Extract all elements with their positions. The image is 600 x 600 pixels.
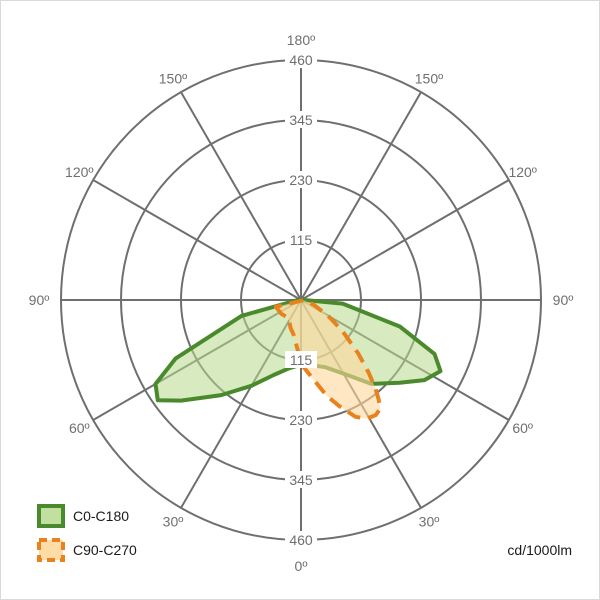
- grid-spoke-120: [300, 179, 510, 301]
- angle-label-right-120: 120º: [508, 164, 536, 180]
- axis-labels: 115 115 230 230 345 345 460 460 180º 150º 150º 120º…: [29, 32, 574, 574]
- radial-label-bg: [285, 411, 317, 428]
- angle-label-left-150: 150º: [159, 70, 187, 86]
- legend-swatch-c90-c270: [37, 538, 65, 562]
- legend-swatch-c0-c180: [37, 504, 65, 528]
- radial-tick-label-top-115: 115: [290, 232, 313, 248]
- radial-tick-label-bottom-460: 460: [289, 532, 313, 548]
- radial-label-bg: [285, 231, 317, 248]
- angle-label-top-180: 180º: [287, 32, 315, 48]
- angle-label-right-60: 60º: [512, 420, 533, 436]
- radial-tick-label-bottom-345: 345: [289, 472, 313, 488]
- radial-label-bg: [285, 351, 317, 368]
- angle-label-right-90: 90º: [553, 292, 574, 308]
- legend-label-c0-c180: C0-C180: [73, 508, 129, 524]
- legend-label-c90-c270: C90-C270: [73, 542, 137, 558]
- series-c90-c270: [273, 298, 383, 421]
- angle-label-right-30: 30º: [419, 514, 440, 530]
- radial-tick-label-top-345: 345: [289, 112, 313, 128]
- grid-spoke-210: [180, 91, 302, 301]
- series-layer: [153, 298, 443, 421]
- angle-label-left-60: 60º: [69, 420, 90, 436]
- unit-label: cd/1000lm: [507, 542, 572, 558]
- grid-spoke-150: [300, 91, 422, 301]
- radial-label-bg: [285, 51, 317, 68]
- angle-label-left-30: 30º: [163, 514, 184, 530]
- angle-label-left-90: 90º: [29, 292, 50, 308]
- angle-label-left-120: 120º: [65, 164, 93, 180]
- angle-label-bottom-0: 0º: [295, 558, 308, 574]
- angle-label-right-150: 150º: [415, 70, 443, 86]
- radial-label-bg: [285, 111, 317, 128]
- radial-label-bg: [285, 471, 317, 488]
- radial-tick-label-bottom-230: 230: [289, 412, 313, 428]
- radial-label-bg: [285, 531, 317, 548]
- grid-spoke-240: [92, 179, 302, 301]
- radial-tick-label-bottom-115: 115: [290, 352, 313, 368]
- radial-tick-label-top-460: 460: [289, 52, 313, 68]
- legend: C0-C180 C90-C270: [37, 504, 137, 562]
- radial-label-bg: [285, 171, 317, 188]
- radial-tick-label-top-230: 230: [289, 172, 313, 188]
